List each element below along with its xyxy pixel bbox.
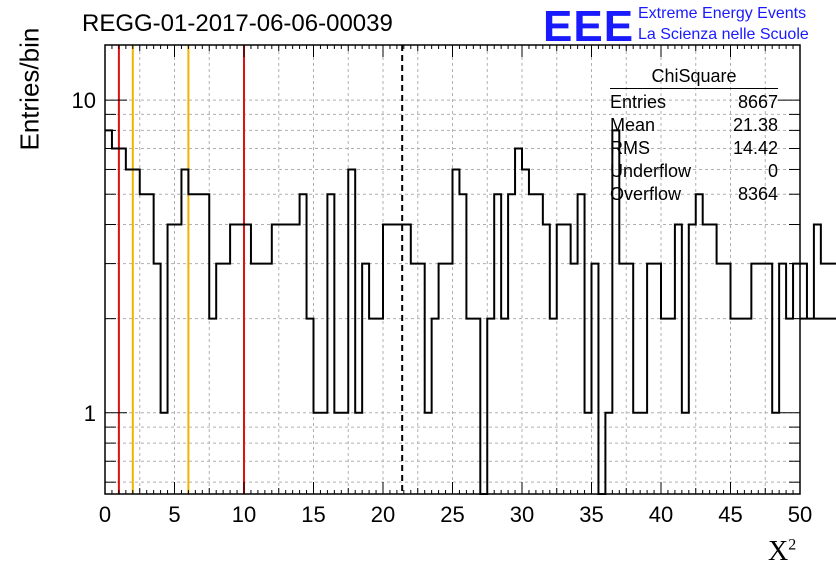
stat-label: Entries bbox=[610, 92, 667, 112]
y-axis-title: Entries/bin bbox=[14, 27, 45, 151]
x-tick-label: 20 bbox=[371, 502, 395, 527]
stat-value: 14.42 bbox=[732, 138, 778, 158]
x-tick-label: 30 bbox=[510, 502, 534, 527]
x-tick-label: 40 bbox=[649, 502, 673, 527]
x-tick-label: 0 bbox=[99, 502, 111, 527]
stat-label: Underflow bbox=[610, 161, 692, 181]
stat-label: Mean bbox=[610, 115, 656, 135]
stat-value: 8667 bbox=[737, 92, 778, 112]
x-tick-label: 25 bbox=[440, 502, 464, 527]
x-tick-label: 45 bbox=[718, 502, 742, 527]
y-tick-label: 10 bbox=[72, 88, 96, 113]
eee-logo: EEE bbox=[543, 2, 635, 51]
stats-title: ChiSquare bbox=[610, 66, 778, 89]
y-tick-label: 1 bbox=[84, 401, 96, 426]
stats-box: ChiSquare Entries 8667 Mean 21.38 RMS 14.42… bbox=[610, 66, 778, 206]
histogram-line bbox=[105, 129, 836, 495]
x-tick-label: 35 bbox=[579, 502, 603, 527]
x-axis-title: X2 bbox=[768, 536, 796, 568]
x-tick-label: 15 bbox=[301, 502, 325, 527]
stat-row-overflow: Overflow 8364 bbox=[610, 183, 778, 206]
x-tick-labels: 0 5 10 15 20 25 30 35 40 45 50 bbox=[99, 502, 812, 527]
x-axis-title-superscript: 2 bbox=[788, 536, 797, 554]
stat-row-entries: Entries 8667 bbox=[610, 91, 778, 114]
stat-value: 21.38 bbox=[732, 115, 778, 135]
stat-label: Overflow bbox=[610, 184, 682, 204]
stat-label: RMS bbox=[610, 138, 650, 158]
chart-title: REGG-01-2017-06-06-00039 bbox=[82, 10, 393, 37]
stat-value: 0 bbox=[767, 161, 778, 181]
plot-frame bbox=[104, 44, 801, 495]
logo-line-2: La Scienza nelle Scuole bbox=[638, 26, 809, 43]
y-tick-labels: 1 10 bbox=[72, 88, 96, 426]
marker-lines bbox=[117, 45, 404, 494]
x-tick-label: 50 bbox=[788, 502, 812, 527]
stat-row-underflow: Underflow 0 bbox=[610, 160, 778, 183]
x-tick-label: 5 bbox=[168, 502, 180, 527]
logo-line-1: Extreme Energy Events bbox=[638, 5, 807, 22]
stat-row-rms: RMS 14.42 bbox=[610, 137, 778, 160]
x-axis-title-text: X bbox=[768, 536, 789, 567]
stat-value: 8364 bbox=[737, 184, 778, 204]
x-tick-label: 10 bbox=[232, 502, 256, 527]
stat-row-mean: Mean 21.38 bbox=[610, 114, 778, 137]
